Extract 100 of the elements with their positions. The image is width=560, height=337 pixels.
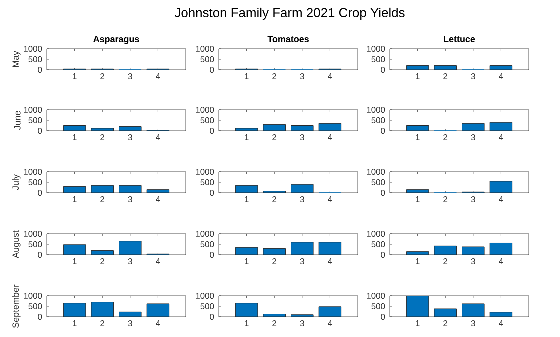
x-tick-label: 2 bbox=[444, 74, 448, 80]
y-tick-label: 0 bbox=[210, 67, 214, 73]
x-tick-label: 2 bbox=[100, 258, 105, 264]
y-tick-label: 500 bbox=[200, 304, 214, 310]
y-tick-label: 500 bbox=[372, 56, 386, 62]
x-tick-label: 1 bbox=[416, 134, 420, 140]
y-tick-label: 1000 bbox=[367, 293, 386, 299]
x-tick-label: 4 bbox=[499, 320, 504, 326]
x-tick-label: 3 bbox=[128, 320, 132, 327]
y-tick-label: 500 bbox=[372, 242, 386, 248]
y-tick-label: 0 bbox=[381, 128, 386, 134]
y-axis-title: June bbox=[14, 111, 21, 130]
y-tick-label: 0 bbox=[38, 190, 42, 196]
x-tick-label: 1 bbox=[416, 196, 420, 202]
y-tick-label: 1000 bbox=[24, 293, 42, 299]
x-tick-label: 1 bbox=[245, 258, 249, 264]
y-tick-label: 500 bbox=[28, 56, 42, 62]
chart-title: Lettuce bbox=[444, 36, 476, 42]
x-tick-label: 3 bbox=[300, 134, 304, 141]
y-axis-title: September bbox=[12, 284, 21, 328]
y-tick-label: 500 bbox=[200, 56, 214, 62]
y-axis-title: July bbox=[12, 174, 21, 190]
y-tick-label: 500 bbox=[200, 180, 214, 186]
y-tick-label: 1000 bbox=[367, 231, 386, 237]
y-tick-label: 1000 bbox=[24, 107, 42, 113]
x-tick-label: 3 bbox=[471, 196, 476, 203]
x-tick-label: 3 bbox=[128, 196, 132, 203]
x-tick-label: 2 bbox=[100, 196, 105, 202]
y-tick-label: 1000 bbox=[196, 46, 214, 52]
text: Johnston Family Farm 2021 Crop Yields bbox=[174, 8, 405, 20]
y-tick-label: 0 bbox=[210, 190, 214, 196]
x-tick-label: 4 bbox=[328, 196, 332, 202]
x-tick-label: 1 bbox=[73, 320, 77, 326]
x-tick-label: 4 bbox=[328, 320, 332, 326]
x-tick-label: 4 bbox=[156, 320, 160, 326]
x-tick-label: 4 bbox=[328, 134, 332, 140]
x-tick-label: 1 bbox=[245, 134, 249, 140]
chart-title: Asparagus bbox=[94, 36, 140, 44]
x-tick-label: 4 bbox=[499, 74, 504, 80]
y-tick-label: 1000 bbox=[24, 231, 42, 237]
x-tick-label: 3 bbox=[300, 258, 304, 265]
chart-title: Tomatoes bbox=[268, 36, 309, 42]
y-tick-label: 1000 bbox=[196, 107, 214, 113]
x-tick-label: 3 bbox=[128, 134, 132, 141]
y-tick-label: 0 bbox=[381, 190, 386, 196]
x-tick-label: 4 bbox=[156, 196, 160, 202]
x-tick-label: 1 bbox=[73, 258, 77, 264]
x-tick-label: 2 bbox=[444, 320, 448, 326]
y-tick-label: 500 bbox=[28, 304, 42, 310]
x-tick-label: 4 bbox=[499, 258, 504, 264]
x-tick-label: 2 bbox=[444, 258, 448, 264]
x-tick-label: 1 bbox=[416, 258, 420, 264]
x-tick-label: 3 bbox=[300, 196, 304, 203]
x-tick-label: 2 bbox=[444, 196, 448, 202]
x-tick-label: 1 bbox=[245, 320, 249, 326]
x-tick-label: 1 bbox=[416, 74, 420, 80]
x-tick-label: 1 bbox=[416, 320, 420, 326]
x-tick-label: 3 bbox=[300, 74, 304, 80]
y-tick-label: 1000 bbox=[196, 231, 214, 237]
x-tick-label: 1 bbox=[73, 134, 77, 140]
x-tick-label: 2 bbox=[100, 134, 105, 140]
y-tick-label: 0 bbox=[381, 252, 386, 258]
x-tick-label: 2 bbox=[272, 196, 277, 202]
x-tick-label: 4 bbox=[156, 134, 160, 140]
y-tick-label: 1000 bbox=[24, 46, 42, 52]
y-tick-label: 500 bbox=[28, 242, 42, 248]
x-tick-label: 3 bbox=[471, 134, 476, 141]
y-tick-label: 0 bbox=[38, 314, 42, 320]
x-tick-label: 1 bbox=[245, 196, 249, 202]
y-tick-label: 1000 bbox=[196, 293, 214, 299]
x-tick-label: 1 bbox=[73, 74, 77, 80]
y-tick-label: 0 bbox=[38, 252, 42, 258]
x-tick-label: 4 bbox=[328, 258, 332, 264]
y-tick-label: 1000 bbox=[367, 169, 386, 175]
y-axis-title: May bbox=[12, 51, 21, 68]
x-tick-label: 2 bbox=[100, 320, 105, 326]
x-tick-label: 4 bbox=[499, 196, 504, 202]
y-tick-label: 1000 bbox=[196, 169, 214, 175]
y-tick-label: 1000 bbox=[367, 107, 386, 113]
x-tick-label: 3 bbox=[128, 74, 132, 80]
y-tick-label: 500 bbox=[372, 118, 386, 124]
x-tick-label: 3 bbox=[300, 320, 304, 327]
y-tick-label: 500 bbox=[372, 304, 386, 310]
y-tick-label: 1000 bbox=[24, 169, 42, 175]
x-tick-label: 4 bbox=[156, 74, 160, 80]
x-tick-label: 4 bbox=[328, 74, 332, 80]
x-tick-label: 1 bbox=[245, 74, 249, 80]
y-tick-label: 0 bbox=[381, 314, 386, 320]
x-tick-label: 3 bbox=[471, 320, 476, 327]
y-tick-label: 500 bbox=[28, 118, 42, 124]
y-tick-label: 0 bbox=[38, 67, 42, 73]
x-tick-label: 3 bbox=[471, 74, 476, 80]
y-tick-label: 500 bbox=[372, 180, 386, 186]
x-tick-label: 3 bbox=[128, 258, 132, 265]
x-tick-label: 4 bbox=[156, 258, 160, 264]
y-tick-label: 0 bbox=[38, 128, 42, 134]
y-tick-label: 0 bbox=[210, 314, 214, 320]
x-tick-label: 2 bbox=[272, 320, 277, 326]
x-tick-label: 4 bbox=[499, 134, 504, 140]
x-tick-label: 2 bbox=[272, 134, 277, 140]
